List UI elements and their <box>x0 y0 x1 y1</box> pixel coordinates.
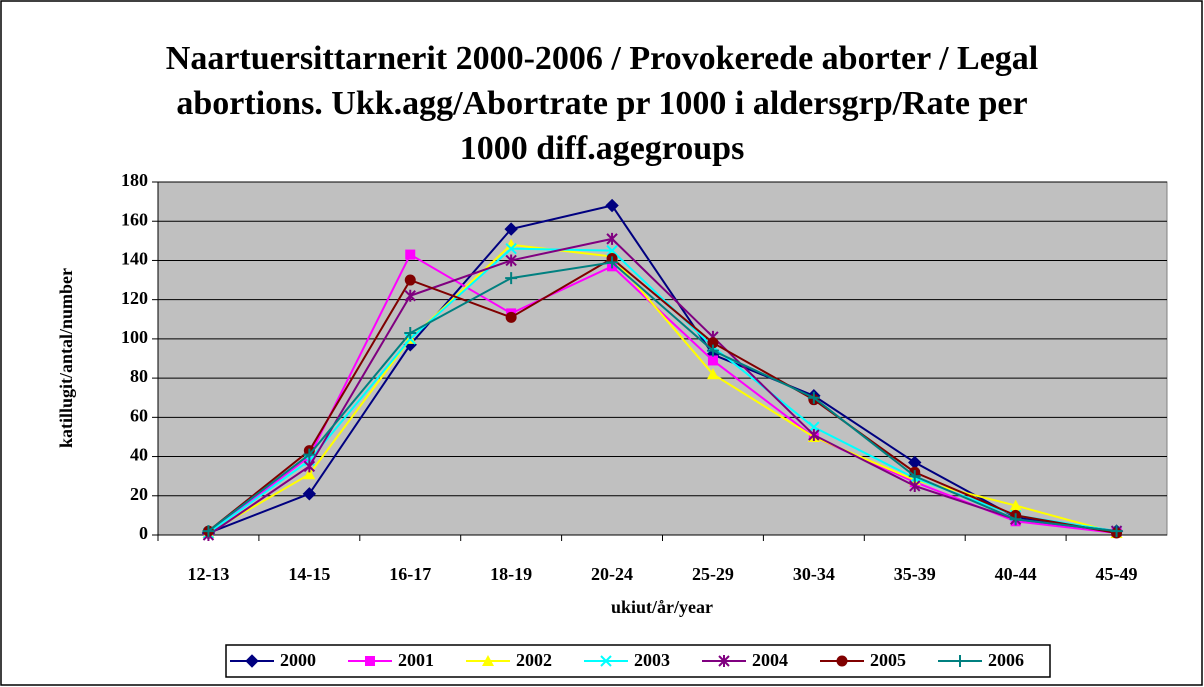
legend-label: 2002 <box>516 650 552 670</box>
marker <box>202 525 215 538</box>
marker <box>302 487 317 501</box>
marker <box>706 344 719 357</box>
y-tick-label: 40 <box>130 445 148 465</box>
marker <box>707 355 718 366</box>
marker <box>245 654 259 668</box>
marker <box>303 468 316 480</box>
marker <box>405 249 416 260</box>
y-axis-label: katillugit/antal/number <box>56 268 76 448</box>
y-tick-label: 80 <box>130 366 148 386</box>
marker <box>1009 499 1022 511</box>
marker <box>504 222 518 236</box>
marker <box>1110 525 1123 538</box>
x-tick-label: 30-34 <box>793 564 835 584</box>
marker <box>404 327 417 340</box>
marker <box>365 656 375 666</box>
series-line <box>208 204 1117 534</box>
legend-label: 2000 <box>280 650 316 670</box>
chart-title: Naartuersittarnerit 2000-2006 / Provoker… <box>165 40 1039 167</box>
legend-label: 2005 <box>870 650 906 670</box>
y-tick-label: 180 <box>121 170 148 190</box>
y-tick-label: 20 <box>130 484 148 504</box>
y-tick-label: 140 <box>121 249 148 269</box>
marker <box>303 448 316 461</box>
marker <box>505 272 518 285</box>
series-line <box>207 261 1117 533</box>
marker <box>606 256 619 269</box>
marker <box>707 337 719 349</box>
x-axis-label: ukiut/år/year <box>611 597 713 617</box>
y-tick-label: 0 <box>139 523 148 543</box>
marker <box>706 368 719 380</box>
legend-label: 2004 <box>752 650 788 670</box>
y-tick-label: 60 <box>130 405 148 425</box>
marker <box>303 460 316 473</box>
x-tick-label: 45-49 <box>1096 564 1138 584</box>
y-tick-label: 160 <box>121 209 148 229</box>
legend-label: 2006 <box>988 650 1024 670</box>
marker <box>808 428 820 441</box>
marker <box>1009 513 1022 526</box>
legend-label: 2003 <box>634 650 670 670</box>
x-tick-label: 35-39 <box>894 564 936 584</box>
marker <box>505 311 517 323</box>
marker <box>718 655 730 667</box>
y-tick-label: 120 <box>121 288 148 308</box>
y-tick-label: 100 <box>121 327 148 347</box>
marker <box>954 655 966 667</box>
marker <box>908 470 921 483</box>
marker <box>605 198 619 213</box>
marker <box>404 274 416 286</box>
x-tick-label: 40-44 <box>995 564 1037 584</box>
plot-area <box>157 181 1168 536</box>
series-line <box>207 237 1117 536</box>
marker <box>505 254 517 267</box>
marker <box>600 655 612 667</box>
x-tick-label: 18-19 <box>490 564 532 584</box>
marker <box>505 242 517 255</box>
legend-label: 2001 <box>398 650 434 670</box>
marker <box>836 655 848 667</box>
x-tick-label: 14-15 <box>288 564 330 584</box>
x-tick-label: 16-17 <box>389 564 431 584</box>
marker <box>482 655 494 666</box>
x-tick-label: 12-13 <box>187 564 229 584</box>
x-tick-label: 20-24 <box>591 564 633 584</box>
marker <box>404 289 416 302</box>
series-line <box>207 257 1117 535</box>
marker <box>606 244 618 257</box>
marker <box>807 391 820 404</box>
x-tick-label: 25-29 <box>692 564 734 584</box>
legend-box <box>225 644 1051 678</box>
marker <box>606 232 618 245</box>
